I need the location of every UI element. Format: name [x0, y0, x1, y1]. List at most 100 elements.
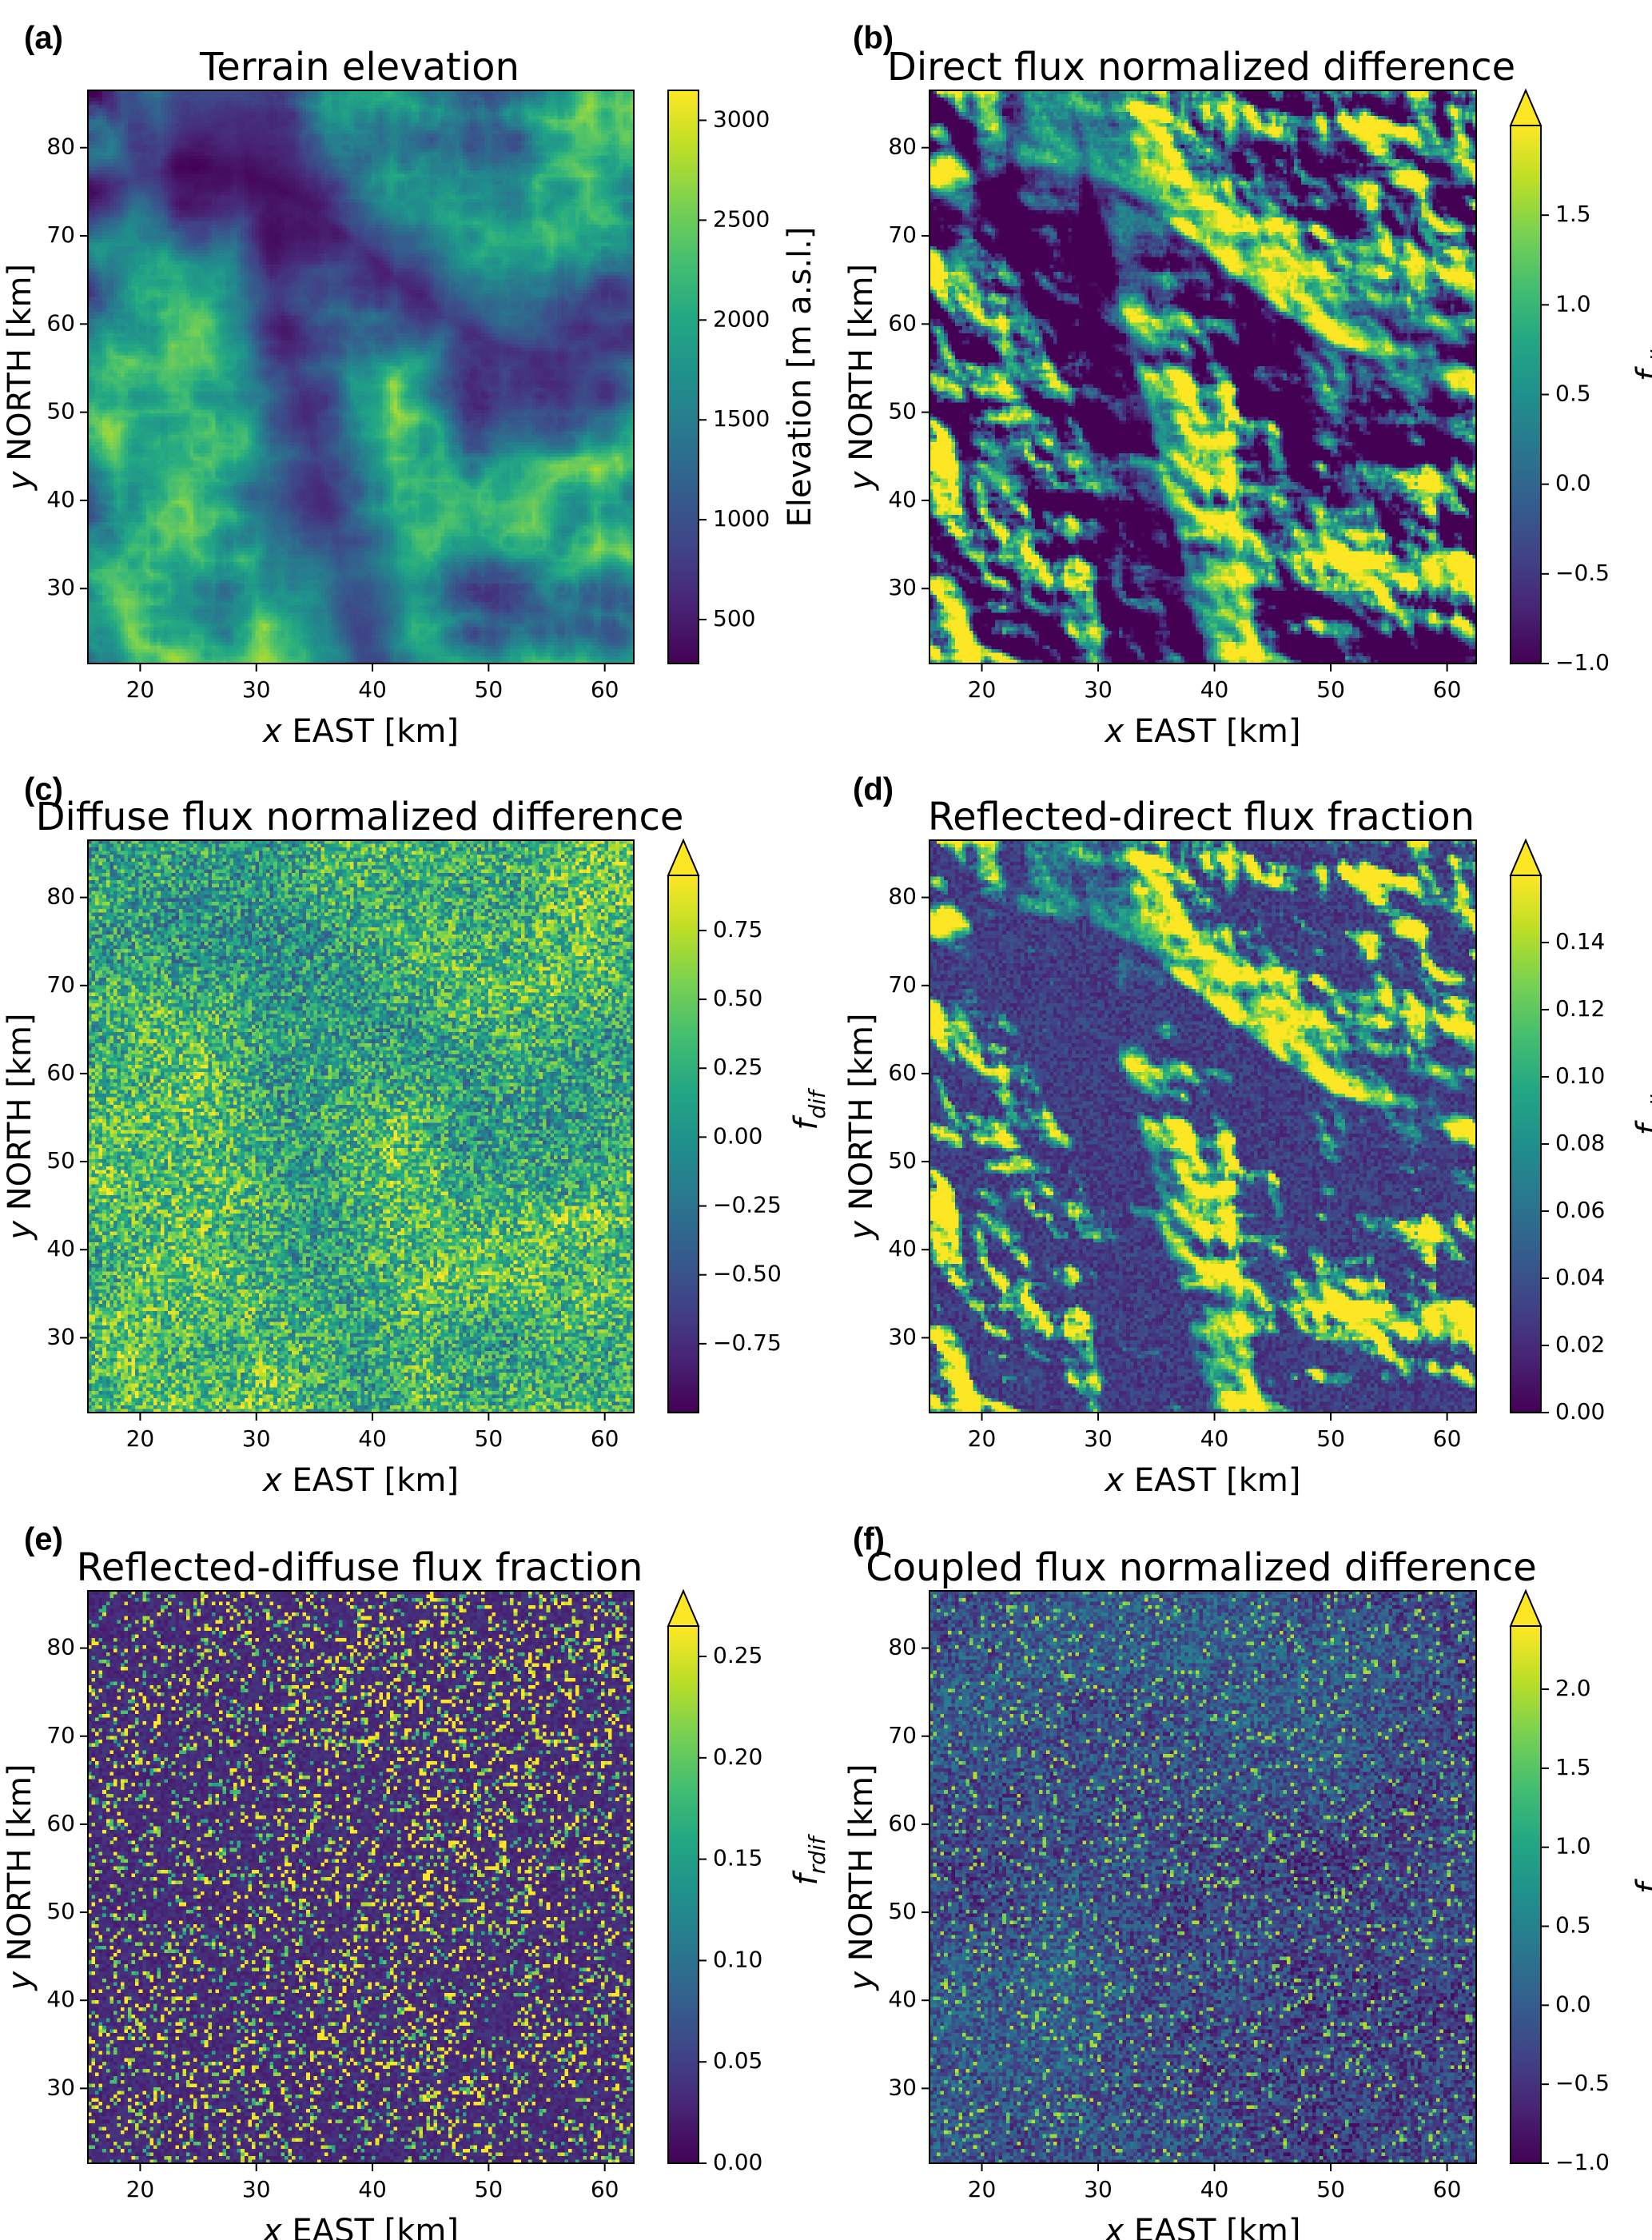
y-tick-label: 80 — [888, 134, 917, 160]
y-tick-label: 50 — [46, 1898, 75, 1924]
colorbar-tick-label: 500 — [713, 605, 755, 632]
panel-title: Reflected-direct flux fraction — [928, 795, 1475, 839]
panel-label: (d) — [853, 772, 894, 807]
panel-e: (e) Reflected-diffuse flux fraction 20 30 40… — [2, 1522, 830, 2240]
colorbar-tick-label: −0.25 — [713, 1192, 782, 1218]
y-tick-label: 50 — [888, 1898, 917, 1924]
x-tick-label: 60 — [591, 676, 619, 703]
y-tick-label: 70 — [46, 1722, 75, 1748]
y-tick-label: 80 — [46, 883, 75, 910]
x-tick-label: 60 — [1433, 1425, 1462, 1452]
colorbar-tick-label: 0.00 — [1555, 1398, 1605, 1425]
panel-label: (b) — [853, 21, 894, 56]
colorbar-label: frdif — [788, 1833, 830, 1885]
colorbar-label: fcoup — [1630, 1828, 1652, 1894]
y-tick-label: 70 — [888, 221, 917, 248]
colorbar-extend-arrow — [667, 1588, 700, 1627]
x-axis-label: x EAST [km] — [261, 2213, 459, 2240]
colorbar-tick-label: 0.14 — [1555, 928, 1605, 955]
x-tick-label: 40 — [358, 2176, 387, 2202]
colorbar-tick-label: 0.0 — [1555, 1991, 1591, 2017]
colorbar-tick-label: 0.5 — [1555, 1912, 1591, 1939]
plot-frame — [87, 839, 635, 1413]
x-tick-label: 50 — [1316, 676, 1345, 703]
x-axis-label: x EAST [km] — [261, 1462, 459, 1499]
colorbar-tick-label: 2000 — [713, 305, 770, 332]
plot-frame — [929, 839, 1477, 1413]
panel-label: (a) — [24, 21, 63, 56]
y-tick-label: 50 — [46, 398, 75, 424]
x-tick-label: 30 — [1084, 2176, 1113, 2202]
x-tick-label: 20 — [126, 1425, 155, 1452]
colorbar — [668, 875, 699, 1413]
panel-d: (d) Reflected-direct flux fraction 20 30 40 5… — [843, 772, 1652, 1499]
x-tick-label: 50 — [475, 1425, 504, 1452]
y-axis-label: y NORTH [km] — [2, 264, 38, 491]
x-axis-label: x EAST [km] — [261, 713, 459, 750]
y-axis-label: y NORTH [km] — [2, 1013, 38, 1240]
heatmap-image — [88, 90, 634, 664]
colorbar-tick-label: 0.06 — [1555, 1197, 1605, 1223]
colorbar-tick-label: 0.25 — [713, 1642, 762, 1668]
colorbar-tick-label: 1.0 — [1555, 290, 1591, 317]
x-tick-label: 20 — [968, 676, 997, 703]
colorbar-frame — [1510, 1626, 1542, 2164]
colorbar-tick-label: 1500 — [713, 405, 770, 432]
panel-b: (b)Direct flux normalized difference 20 30… — [843, 21, 1652, 750]
plot-frame — [929, 1590, 1477, 2164]
colorbar-tick-label: 0.00 — [713, 1122, 762, 1149]
x-tick-label: 30 — [242, 2176, 271, 2202]
y-tick-label: 30 — [46, 574, 75, 600]
y-tick-label: 60 — [46, 1059, 75, 1086]
y-tick-label: 60 — [46, 1810, 75, 1836]
x-tick-label: 30 — [242, 676, 271, 703]
colorbar-tick-label: 0.08 — [1555, 1130, 1605, 1156]
colorbar — [1511, 875, 1541, 1413]
y-tick-label: 30 — [46, 2074, 75, 2100]
colorbar-tick-label: 0.12 — [1555, 995, 1605, 1022]
y-tick-label: 30 — [888, 1323, 917, 1349]
panel-label: (c) — [24, 772, 63, 807]
colorbar — [1511, 126, 1541, 664]
x-tick-label: 20 — [968, 2176, 997, 2202]
colorbar-label: fdif — [788, 1087, 830, 1130]
panel-label: (f) — [853, 1522, 885, 1557]
x-tick-label: 40 — [1200, 2176, 1229, 2202]
x-tick-label: 40 — [358, 676, 387, 703]
colorbar-label: Elevation [m a.s.l.] — [782, 226, 818, 527]
colorbar-tick-label: 0.75 — [713, 916, 762, 943]
y-tick-label: 40 — [46, 486, 75, 512]
y-tick-label: 50 — [888, 398, 917, 424]
colorbar-tick-label: 0.00 — [713, 2149, 762, 2175]
colorbar-frame — [667, 90, 699, 664]
colorbar-tick-label: 0.20 — [713, 1744, 762, 1770]
y-tick-label: 80 — [888, 883, 917, 910]
colorbar-tick-label: −0.50 — [713, 1261, 782, 1287]
colorbar-tick-label: −0.5 — [1555, 2070, 1610, 2096]
colorbar — [1511, 1626, 1541, 2163]
y-tick-label: 40 — [888, 1235, 917, 1261]
colorbar-tick-label: 0.05 — [713, 2047, 762, 2074]
x-axis-label: x EAST [km] — [1104, 2213, 1301, 2240]
colorbar-extend-arrow — [1509, 1588, 1543, 1627]
x-tick-label: 40 — [1200, 676, 1229, 703]
y-tick-label: 30 — [888, 2074, 917, 2100]
x-tick-label: 50 — [475, 2176, 504, 2202]
y-tick-label: 80 — [46, 134, 75, 160]
heatmap-image — [88, 840, 634, 1413]
colorbar-tick-label: 2.0 — [1555, 1675, 1591, 1701]
y-tick-label: 60 — [46, 309, 75, 336]
plot-frame — [87, 1590, 635, 2164]
x-tick-label: 40 — [1200, 1425, 1229, 1452]
y-tick-label: 70 — [46, 221, 75, 248]
x-axis-label: x EAST [km] — [1104, 713, 1301, 750]
panel-title: Coupled flux normalized difference — [866, 1545, 1537, 1590]
colorbar-tick-label: 3000 — [713, 106, 770, 132]
x-tick-label: 50 — [475, 676, 504, 703]
colorbar-tick-label: −0.75 — [713, 1329, 782, 1356]
colorbar-tick-label: 0.04 — [1555, 1264, 1605, 1290]
x-tick-label: 60 — [1433, 2176, 1462, 2202]
colorbar-frame — [667, 875, 699, 1413]
x-axis-label: x EAST [km] — [1104, 1462, 1301, 1499]
colorbar-tick-label: 1.5 — [1555, 201, 1591, 227]
